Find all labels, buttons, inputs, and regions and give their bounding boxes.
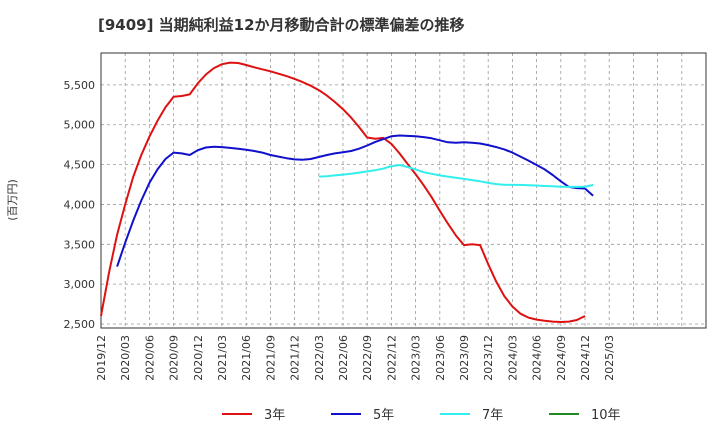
y-tick-label: 4,500 xyxy=(64,159,96,172)
legend-label: 10年 xyxy=(591,408,621,423)
x-tick-label: 2022/09 xyxy=(361,335,374,381)
y-tick-label: 5,500 xyxy=(64,79,96,92)
x-tick-label: 2024/09 xyxy=(555,335,568,381)
y-tick-label: 2,500 xyxy=(64,318,96,331)
grid-lines xyxy=(100,53,707,328)
plot-frame xyxy=(100,52,707,329)
legend-label: 7年 xyxy=(482,408,503,423)
x-tick-label: 2023/12 xyxy=(482,335,495,381)
series-line-3年 xyxy=(100,61,586,323)
x-tick-label: 2024/03 xyxy=(506,335,519,381)
x-tick-label: 2024/06 xyxy=(531,335,544,381)
y-axis-label: (百万円) xyxy=(6,179,19,221)
y-tick-label: 5,000 xyxy=(64,119,96,132)
x-tick-label: 2021/12 xyxy=(289,335,302,381)
legend-label: 3年 xyxy=(264,408,285,423)
axes: 2,500 3,000 3,500 4,000 4,500 5,000 5,500 2019/… xyxy=(64,52,707,381)
y-tick-label: 3,000 xyxy=(64,278,96,291)
x-tick-label: 2025/03 xyxy=(603,335,616,381)
x-tick-label: 2021/09 xyxy=(264,335,277,381)
series-line-7年 xyxy=(318,164,594,188)
x-tick-label: 2020/12 xyxy=(192,335,205,381)
x-tick-label: 2023/09 xyxy=(458,335,471,381)
x-tick-label: 2020/06 xyxy=(143,335,156,381)
x-tick-label: 2020/03 xyxy=(119,335,132,381)
series-lines xyxy=(100,61,594,323)
plot-area xyxy=(101,53,706,328)
x-tick-label: 2022/06 xyxy=(337,335,350,381)
x-tick-label: 2021/03 xyxy=(216,335,229,381)
x-tick-label: 2022/12 xyxy=(385,335,398,381)
y-tick-label: 3,500 xyxy=(64,238,96,251)
legend: 3年 5年 7年 10年 xyxy=(222,408,621,423)
y-tick-label: 4,000 xyxy=(64,198,96,211)
x-tick-label: 2021/06 xyxy=(240,335,253,381)
chart-title: [9409] 当期純利益12か月移動合計の標準偏差の推移 xyxy=(98,16,465,34)
x-tick-label: 2020/09 xyxy=(168,335,181,381)
x-tick-label: 2019/12 xyxy=(95,335,108,381)
x-tick-label: 2023/03 xyxy=(410,335,423,381)
x-tick-label: 2023/06 xyxy=(434,335,447,381)
legend-label: 5年 xyxy=(373,408,394,423)
x-tick-label: 2022/03 xyxy=(313,335,326,381)
series-line-5年_tail xyxy=(584,187,594,197)
x-tick-label: 2024/12 xyxy=(579,335,592,381)
series-line-5年 xyxy=(116,134,586,267)
